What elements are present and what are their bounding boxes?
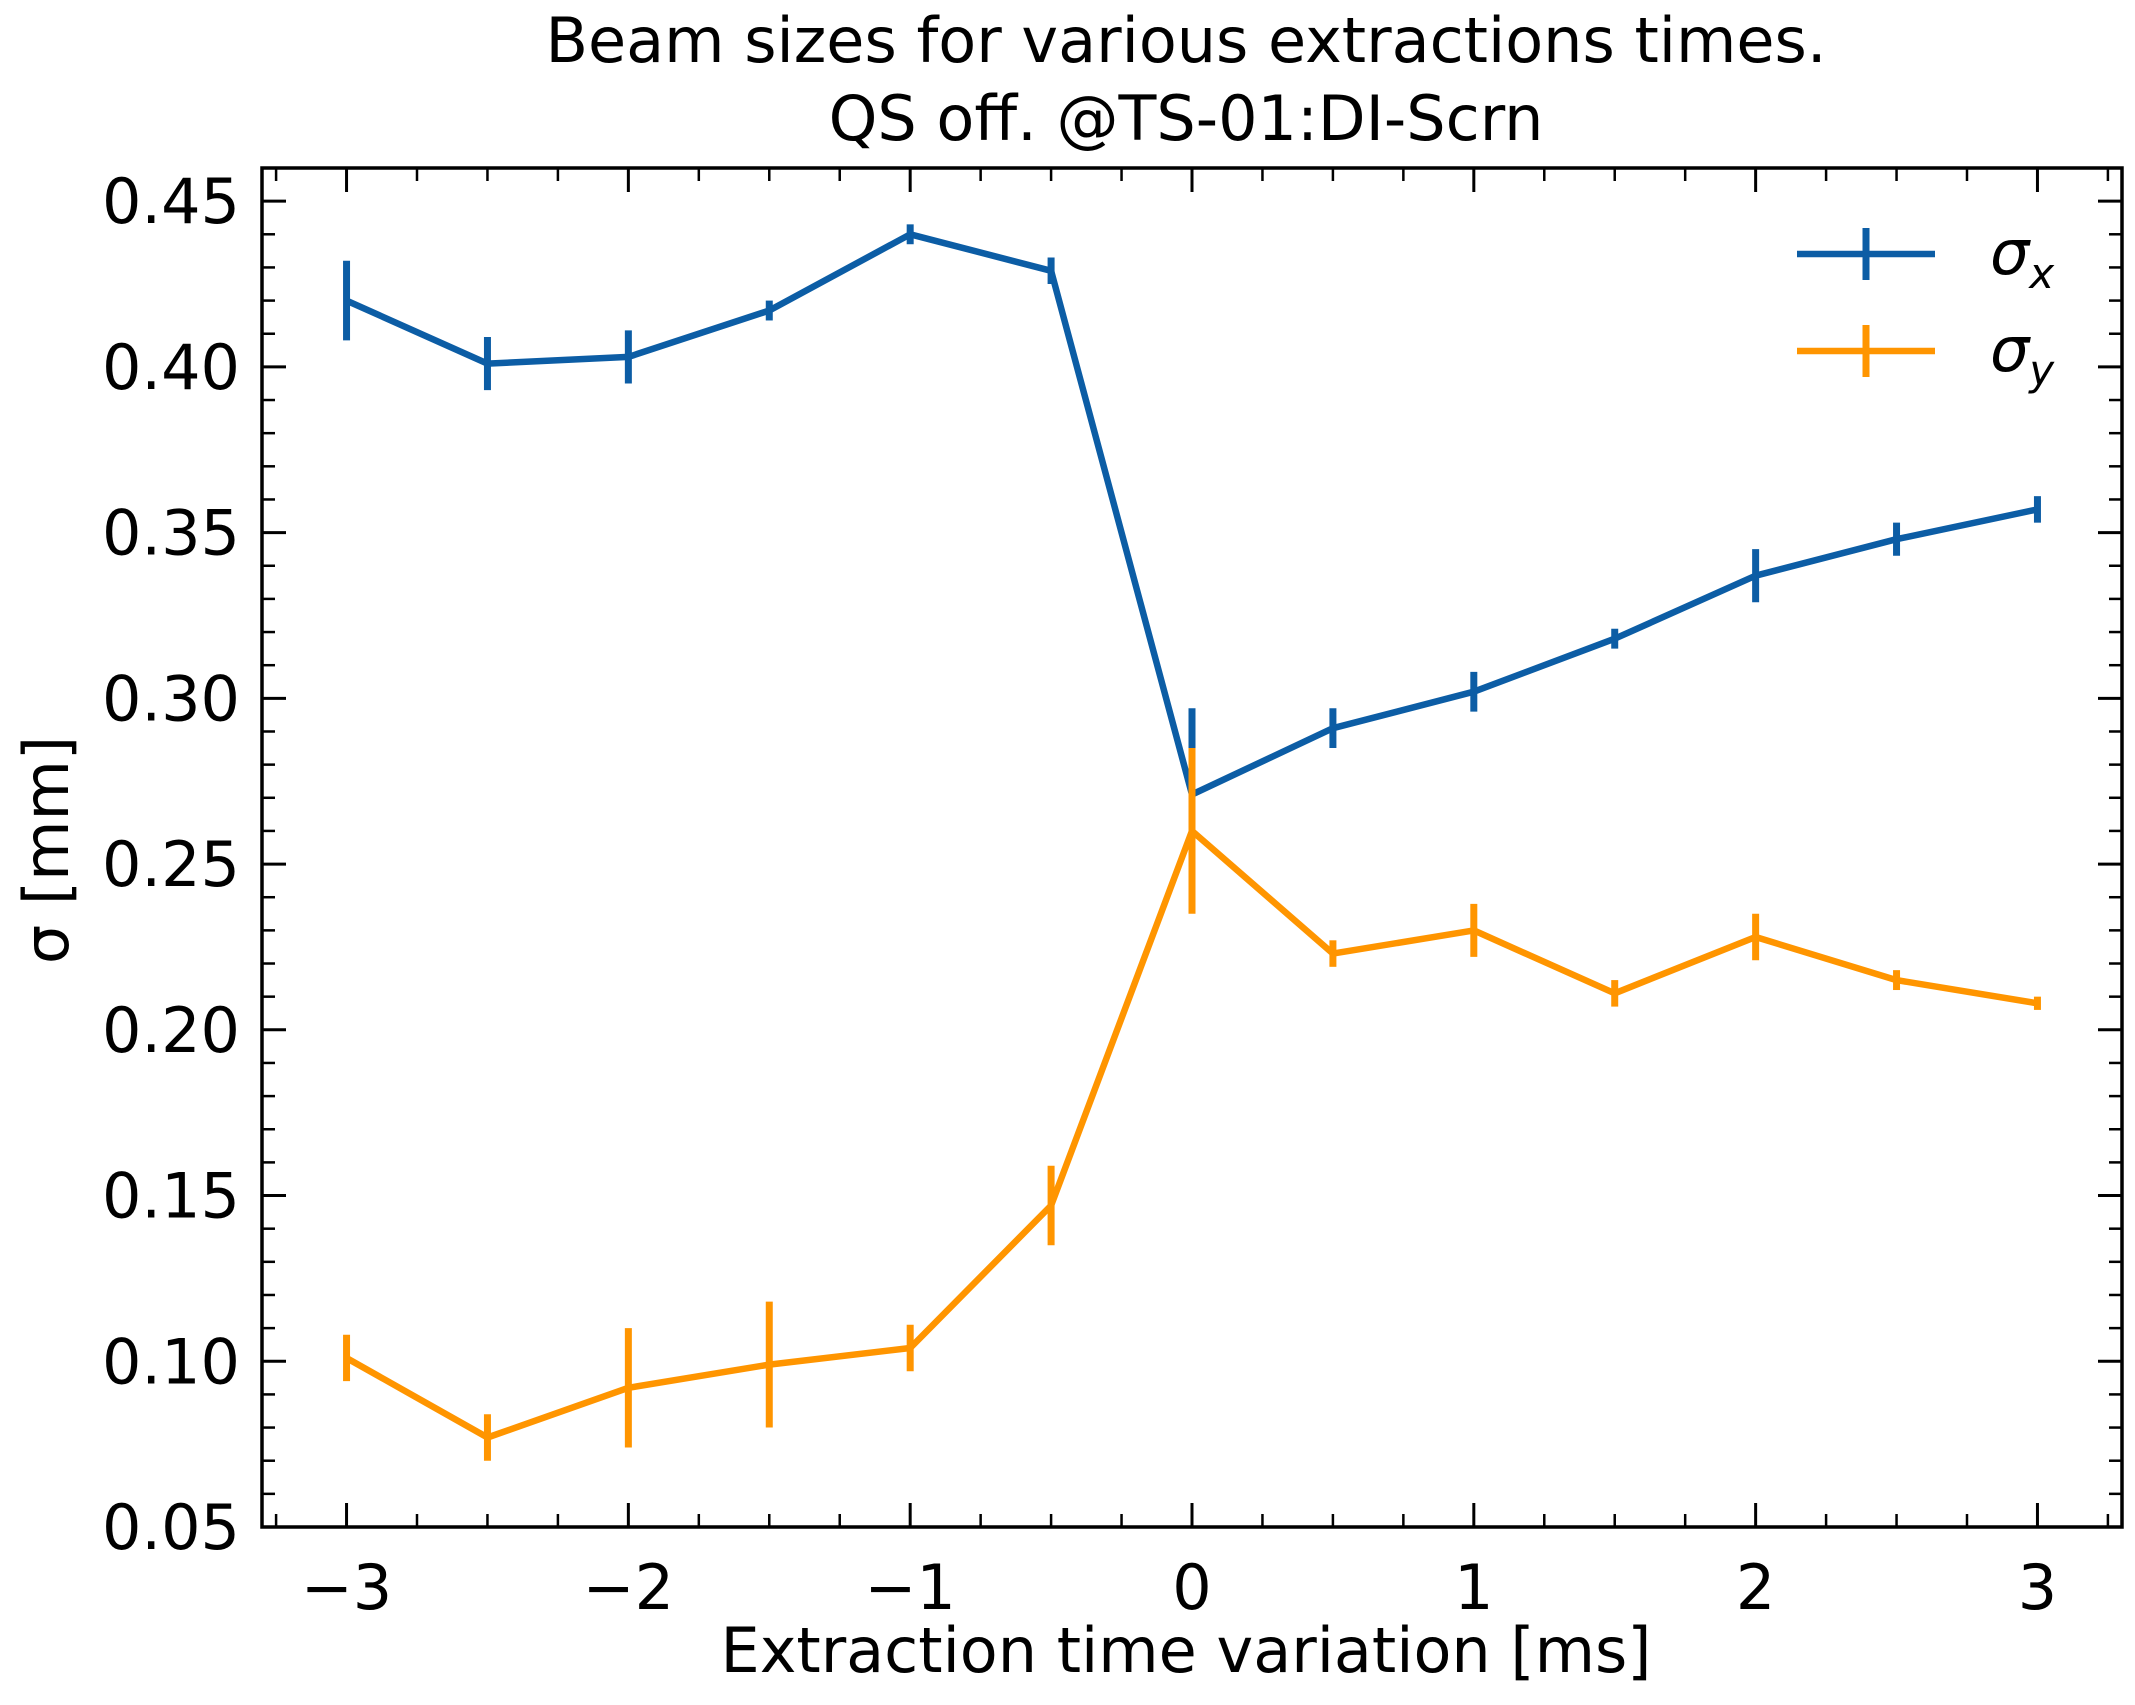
legend-item-y: σy [1797,313,2055,395]
data-point-y [345,1356,348,1359]
data-point-x [1895,538,1898,541]
y-tick-label: 0.40 [102,331,240,404]
x-tick-label: 1 [1454,1551,1493,1624]
legend-label-x: σx [1990,216,2055,298]
data-point-x [486,362,489,365]
data-point-x [2036,508,2039,511]
data-point-x [1754,574,1757,577]
data-point-y [1050,1204,1053,1207]
y-tick-label: 0.10 [102,1325,240,1398]
legend-item-x: σx [1797,216,2055,298]
y-tick-label: 0.45 [102,165,240,238]
y-tick-label: 0.35 [102,497,240,570]
y-tick-label: 0.05 [102,1491,240,1564]
legend-subscript-y: y [2027,346,2055,395]
legend-label-y: σy [1990,313,2055,395]
x-tick-label: 3 [2018,1551,2057,1624]
data-point-y [1191,829,1193,832]
y-tick-label: 0.25 [102,828,240,901]
data-point-y [1754,935,1757,938]
data-point-y [2036,1002,2039,1005]
x-tick-label: 0 [1172,1551,1211,1624]
x-axis-label: Extraction time variation [ms] [721,1614,1652,1687]
legend-subscript-x: x [2027,249,2055,298]
x-tick-label: 2 [1736,1551,1775,1624]
data-point-x [909,233,912,236]
data-point-x [1331,727,1334,730]
x-tick-label: −3 [301,1551,392,1624]
data-point-x [627,355,630,358]
y-tick-label: 0.15 [102,1160,240,1233]
plot-series [343,224,2041,1461]
plot-frame [260,166,2124,1529]
data-point-y [1613,992,1616,995]
x-tick-label: −2 [583,1551,674,1624]
data-point-x [768,309,771,312]
y-tick-label: 0.30 [102,662,240,735]
data-point-y [1472,929,1475,932]
y-tick-label: 0.20 [102,994,240,1067]
series-line-y [344,827,2039,1441]
data-point-y [909,1347,912,1350]
y-axis-label: σ [mm] [10,736,83,964]
data-point-y [486,1436,489,1439]
data-point-x [1613,637,1616,640]
axis-tick-labels: −3 −2 −1 0 1 2 3 0.05 0.10 0.15 0.20 0.25 0.30 0.35 0.… [102,165,2057,1624]
legend: σx σy [1797,216,2055,395]
x-tick-label: −1 [864,1551,955,1624]
data-point-y [1331,952,1334,955]
chart-title-line-2: QS off. @TS-01:DI-Scrn [829,82,1544,155]
data-point-y [627,1386,630,1389]
data-point-x [345,299,348,302]
data-point-y [768,1363,771,1366]
chart-title: Beam sizes for various extractions times… [545,4,1826,155]
chart-title-line-1: Beam sizes for various extractions times… [545,4,1826,77]
data-point-x [1050,269,1053,272]
data-point-x [1472,690,1475,693]
data-point-y [1895,979,1898,982]
series-y [343,748,2041,1461]
